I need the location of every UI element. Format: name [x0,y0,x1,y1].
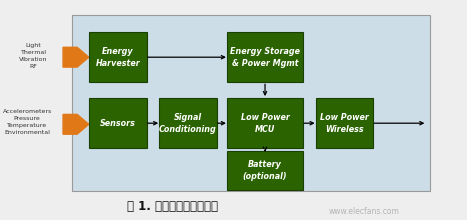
FancyBboxPatch shape [316,98,373,148]
Text: Accelerometers
Pressure
Temperature
Environmental: Accelerometers Pressure Temperature Envi… [2,109,52,135]
Text: Light
Thermal
Vibration
RF: Light Thermal Vibration RF [19,43,48,69]
Text: Battery
(optional): Battery (optional) [243,160,287,181]
FancyBboxPatch shape [89,98,147,148]
FancyBboxPatch shape [227,151,303,190]
Text: Energy Storage
& Power Mgmt: Energy Storage & Power Mgmt [230,47,300,68]
Text: 圖 1. 能量收集感測器節點: 圖 1. 能量收集感測器節點 [127,200,218,213]
Text: Energy
Harvester: Energy Harvester [96,47,140,68]
FancyBboxPatch shape [89,32,147,82]
Text: Low Power
MCU: Low Power MCU [241,113,290,134]
FancyArrow shape [63,47,89,67]
FancyBboxPatch shape [159,98,217,148]
FancyBboxPatch shape [227,98,303,148]
Text: Low Power
Wireless: Low Power Wireless [320,113,369,134]
FancyBboxPatch shape [72,15,430,191]
Text: Signal
Conditioning: Signal Conditioning [159,113,217,134]
Text: www.elecfans.com: www.elecfans.com [329,207,400,216]
FancyArrow shape [63,114,89,134]
Text: Sensors: Sensors [100,119,136,128]
FancyBboxPatch shape [227,32,303,82]
